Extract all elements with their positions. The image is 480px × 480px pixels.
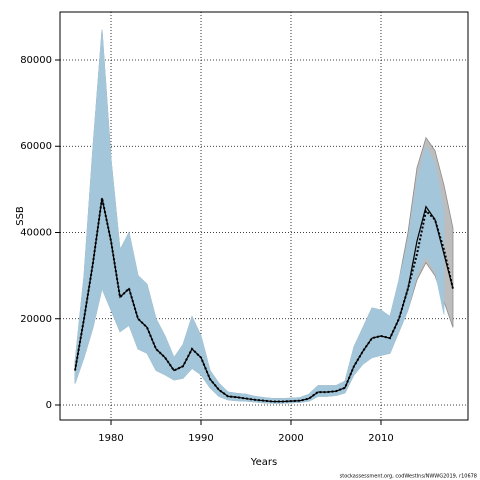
confidence-band xyxy=(74,29,454,404)
confidence-band xyxy=(74,29,445,404)
y-tick-label: 0 xyxy=(46,400,52,411)
x-tick-label: 2010 xyxy=(368,433,393,444)
plot-frame xyxy=(59,11,469,421)
estimate-line xyxy=(74,197,454,403)
y-tick-label: 20000 xyxy=(20,314,52,325)
y-tick-label: 40000 xyxy=(20,227,52,238)
caption: stockassessment.org, codWestIns/NWWG2019… xyxy=(340,474,477,480)
x-axis-label: Years xyxy=(250,457,277,468)
x-tick-label: 1990 xyxy=(188,433,213,444)
y-tick-label: 60000 xyxy=(20,141,52,152)
y-tick-label: 80000 xyxy=(20,55,52,66)
x-tick-label: 2000 xyxy=(278,433,303,444)
x-tick-label: 1980 xyxy=(98,433,123,444)
y-axis-label: SSB xyxy=(15,206,26,226)
